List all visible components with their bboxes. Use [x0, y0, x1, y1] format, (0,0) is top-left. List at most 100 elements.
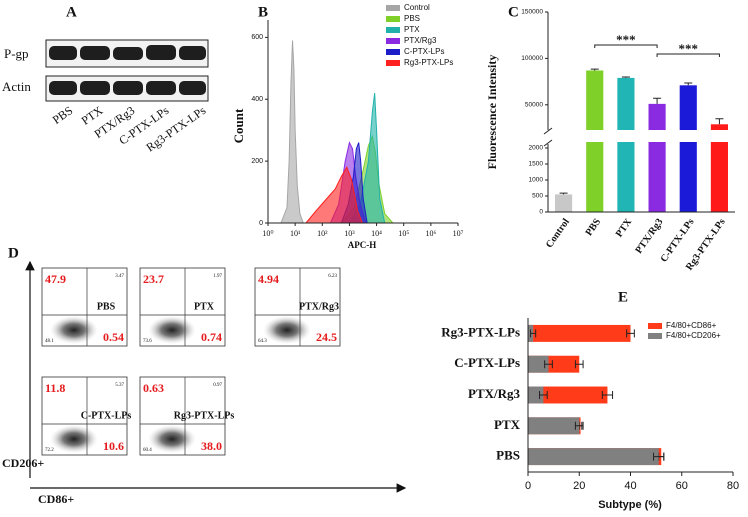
x-tick-label: PBS — [584, 216, 604, 238]
x-tick-label: Control — [544, 217, 572, 251]
bar — [528, 386, 608, 404]
quadrant-value: 23.7 — [143, 272, 164, 286]
x-tick-label: 20 — [573, 480, 585, 492]
quadrant-value: 73.6 — [143, 339, 152, 344]
sample-name: C-PTX-LPs — [81, 410, 132, 421]
error-bar — [590, 68, 599, 71]
y-tick-label: Rg3-PTX-LPs — [441, 324, 520, 339]
bar — [528, 324, 631, 342]
bar — [528, 448, 659, 466]
y-tick-label: 600 — [251, 34, 263, 41]
panel-label: E — [618, 289, 628, 305]
panel-label: D — [8, 245, 19, 261]
x-tick-label: 10² — [317, 229, 328, 238]
y-tick-label: 400 — [251, 96, 263, 103]
quadrant-value: 5.37 — [115, 383, 124, 388]
y-tick-label: PTX — [494, 417, 521, 432]
legend-swatch — [648, 333, 662, 339]
bar — [710, 124, 728, 212]
x-tick-label: 60 — [676, 480, 688, 492]
x-tick-label: 10⁴ — [371, 229, 382, 238]
quadrant-value: 64.3 — [258, 339, 267, 344]
x-tick-label: 10⁶ — [425, 229, 436, 238]
row-label: P-gp — [4, 46, 29, 61]
y-tick-label: 150000 — [521, 9, 543, 16]
bar — [679, 85, 697, 212]
histogram-curve — [280, 40, 305, 224]
quadrant-value: 60.4 — [143, 448, 152, 453]
y-tick-label: PTX/Rg3 — [468, 386, 521, 401]
panel-label: B — [258, 4, 268, 20]
bar — [528, 386, 544, 404]
legend-swatch — [386, 16, 400, 22]
quadrant-value: 72.2 — [45, 448, 54, 453]
x-axis-label: Subtype (%) — [598, 499, 662, 511]
x-tick-label: 10⁰ — [262, 229, 273, 238]
bands — [49, 45, 206, 95]
panel-label: C — [508, 4, 519, 20]
error-bar — [574, 360, 584, 369]
legend-swatch — [386, 38, 400, 44]
x-tick-label: 10¹ — [290, 229, 301, 238]
y-tick-label: 0 — [539, 209, 543, 216]
sample-name: PTX/Rg3 — [299, 301, 339, 312]
histogram-curve — [304, 166, 364, 224]
error-bar — [684, 82, 693, 86]
x-axis-label: APC-H — [348, 240, 377, 250]
sample-name: Rg3-PTX-LPs — [174, 410, 235, 421]
legend-label: C-PTX-LPs — [404, 47, 444, 56]
cell-density — [148, 425, 196, 453]
quadrant-value: 0.97 — [213, 383, 222, 388]
x-tick-label: 0 — [525, 480, 531, 492]
x-tick-label: 10⁵ — [398, 229, 409, 238]
panel-label: A — [66, 4, 77, 20]
y-tick-label: 1000 — [529, 177, 544, 184]
legend-label: PBS — [404, 14, 420, 23]
sample-name: PBS — [97, 301, 116, 312]
y-tick-label: 1500 — [529, 161, 544, 168]
y-tick-label: PBS — [496, 448, 520, 463]
quadrant-value: 24.5 — [316, 330, 337, 344]
quadrant-value: 48.1 — [45, 339, 54, 344]
break-mark — [543, 127, 553, 147]
error-bar — [601, 391, 614, 399]
quadrant-value: 47.9 — [45, 272, 66, 286]
significance-label: *** — [679, 41, 699, 56]
legend-label: PTX/Rg3 — [404, 36, 437, 45]
x-tick-label: 80 — [727, 480, 739, 492]
legend-swatch — [386, 27, 400, 33]
sample-name: PTX — [194, 301, 215, 312]
x-tick-label: PTX — [614, 216, 635, 239]
legend-label: PTX — [404, 25, 420, 34]
quadrant-value: 0.74 — [201, 330, 222, 344]
error-bar — [653, 452, 665, 461]
y-axis-label: Fluorescence Intensity — [485, 55, 499, 170]
bar — [555, 194, 573, 212]
y-tick-label: 100000 — [521, 55, 543, 62]
quadrant-value: 10.6 — [103, 439, 124, 453]
quadrant-value: 0.54 — [103, 330, 124, 344]
row-label: Actin — [2, 79, 31, 94]
bar — [648, 103, 666, 212]
cell-density — [50, 425, 98, 453]
legend-label: F4/80+CD206+ — [666, 331, 721, 340]
error-bar — [626, 329, 635, 338]
y-tick-label: 200 — [251, 158, 263, 165]
lane-label: PBS — [50, 103, 76, 127]
x-tick-label: 10³ — [344, 229, 355, 238]
legend-swatch — [386, 5, 400, 11]
axis-break — [545, 130, 735, 142]
x-tick-label: 40 — [624, 480, 636, 492]
axis-label: CD206+ — [2, 456, 44, 470]
error-bar — [715, 118, 724, 125]
legend-swatch — [386, 60, 400, 66]
quadrant-value: 1.97 — [213, 274, 222, 279]
legend-swatch — [648, 323, 662, 329]
quadrant-value: 6.23 — [328, 274, 337, 279]
y-tick-label: 500 — [532, 193, 543, 200]
quadrant-value: 4.94 — [258, 272, 279, 286]
quadrant-value: 3.47 — [115, 274, 124, 279]
error-bar — [530, 329, 537, 338]
blot-panel: A P-gp Actin PBS PTX PTX/Rg3 C-PTX-LPs R… — [2, 4, 209, 154]
